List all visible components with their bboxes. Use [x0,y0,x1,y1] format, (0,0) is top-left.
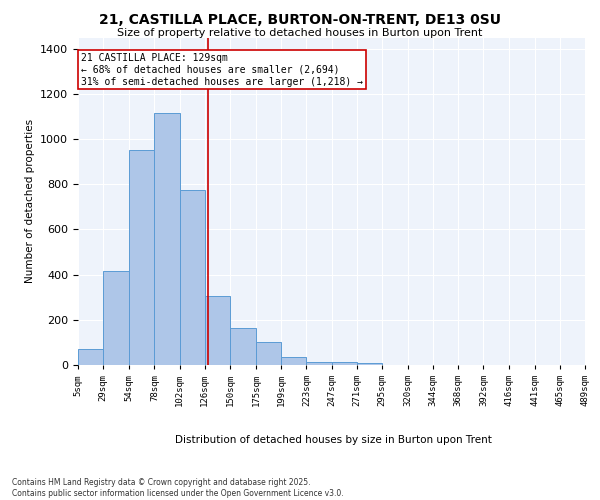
Text: 21 CASTILLA PLACE: 129sqm
← 68% of detached houses are smaller (2,694)
31% of se: 21 CASTILLA PLACE: 129sqm ← 68% of detac… [81,54,363,86]
Bar [230,328,256,365]
Bar [154,113,179,365]
Bar [205,296,230,365]
Y-axis label: Number of detached properties: Number of detached properties [25,119,35,284]
Text: Distribution of detached houses by size in Burton upon Trent: Distribution of detached houses by size … [175,435,491,445]
Text: Size of property relative to detached houses in Burton upon Trent: Size of property relative to detached ho… [118,28,482,38]
Bar [281,357,307,365]
Bar [256,342,281,365]
Bar [103,272,130,365]
Bar [78,349,103,365]
Bar [307,362,332,365]
Bar [332,362,356,365]
Text: Contains HM Land Registry data © Crown copyright and database right 2025.
Contai: Contains HM Land Registry data © Crown c… [12,478,344,498]
Bar [179,190,205,365]
Text: 21, CASTILLA PLACE, BURTON-ON-TRENT, DE13 0SU: 21, CASTILLA PLACE, BURTON-ON-TRENT, DE1… [99,12,501,26]
Bar [356,362,382,365]
Bar [130,150,154,365]
